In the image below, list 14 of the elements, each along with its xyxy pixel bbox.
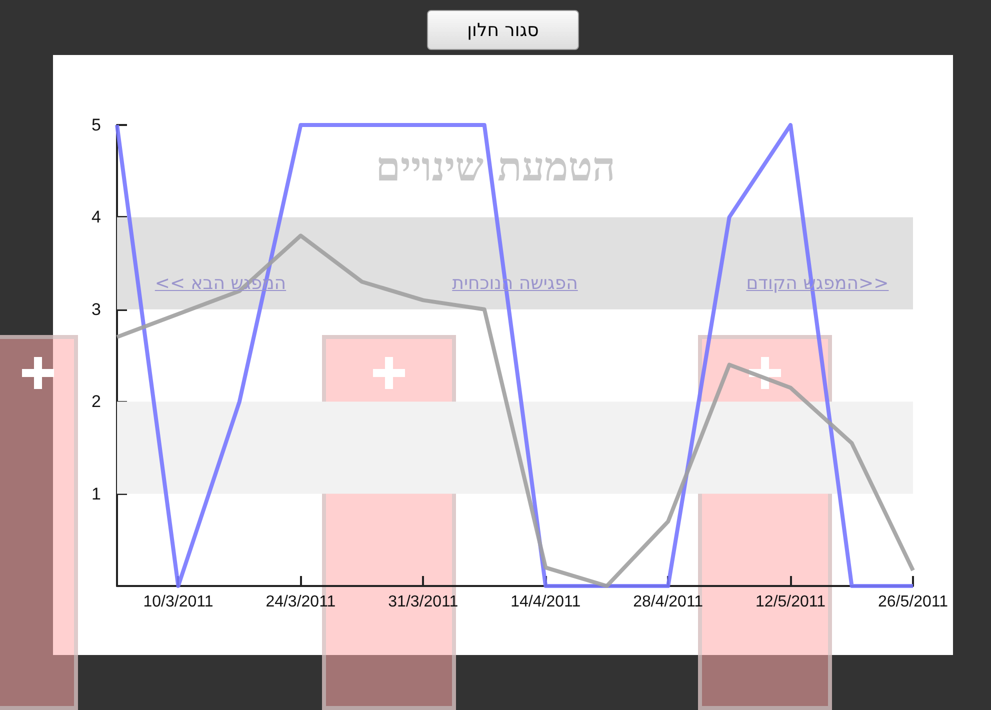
y-tick-label: 2: [92, 392, 101, 412]
x-tick-label: 26/5/2011: [878, 594, 948, 610]
x-tick-label: 24/3/2011: [266, 594, 336, 610]
y-tick-label: 5: [92, 116, 101, 134]
y-tick-label: 3: [92, 300, 101, 319]
line-series: [115, 123, 915, 588]
y-tick-label: 1: [92, 484, 101, 504]
x-tick-label: 10/3/2011: [143, 594, 214, 610]
x-tick-label: 28/4/2011: [633, 594, 704, 610]
x-tick-label: 12/5/2011: [756, 594, 826, 610]
text: סגור חלון: [427, 10, 579, 50]
y-tick-label: 4: [92, 208, 101, 227]
x-tick-label: 31/3/2011: [388, 594, 458, 610]
x-tick-label: 14/4/2011: [510, 594, 581, 610]
